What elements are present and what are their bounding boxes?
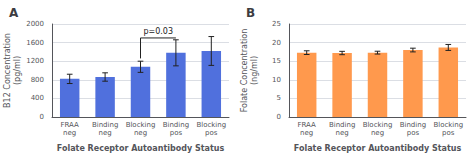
- svg-text:Binding: Binding: [163, 121, 189, 129]
- svg-text:1200: 1200: [26, 57, 44, 65]
- svg-text:pos: pos: [442, 129, 455, 137]
- svg-text:neg: neg: [99, 129, 112, 137]
- svg-text:Folate Receptor Autoantibody S: Folate Receptor Autoantibody Status: [294, 144, 462, 153]
- svg-text:2000: 2000: [26, 20, 44, 28]
- svg-text:neg: neg: [63, 129, 76, 137]
- svg-text:15: 15: [272, 57, 281, 65]
- svg-text:1600: 1600: [26, 39, 44, 47]
- svg-text:Binding: Binding: [329, 121, 355, 129]
- svg-text:Binding: Binding: [400, 121, 426, 129]
- svg-text:B12 Concentration: B12 Concentration: [3, 33, 12, 108]
- svg-text:FRAA: FRAA: [61, 121, 80, 129]
- svg-text:neg: neg: [371, 129, 384, 137]
- svg-text:5: 5: [277, 94, 281, 102]
- svg-text:Blocking: Blocking: [126, 121, 156, 129]
- svg-text:neg: neg: [300, 129, 313, 137]
- svg-text:Folate Concentration: Folate Concentration: [240, 29, 249, 113]
- svg-text:(ng/ml): (ng/ml): [250, 56, 259, 85]
- svg-text:0: 0: [40, 113, 44, 121]
- svg-text:800: 800: [31, 76, 44, 84]
- svg-text:A: A: [9, 6, 19, 20]
- svg-text:pos: pos: [205, 129, 218, 137]
- svg-text:Folate Receptor Autoantibody S: Folate Receptor Autoantibody Status: [57, 144, 225, 153]
- svg-text:0: 0: [277, 113, 281, 121]
- svg-text:neg: neg: [336, 129, 349, 137]
- svg-text:pos: pos: [407, 129, 420, 137]
- svg-text:Blocking: Blocking: [196, 121, 226, 129]
- svg-text:Blocking: Blocking: [363, 121, 393, 129]
- svg-text:10: 10: [272, 76, 281, 84]
- svg-text:B: B: [246, 6, 255, 20]
- svg-text:Binding: Binding: [92, 121, 118, 129]
- svg-text:25: 25: [272, 20, 281, 28]
- svg-text:Blocking: Blocking: [433, 121, 463, 129]
- svg-text:pos: pos: [170, 129, 183, 137]
- svg-text:20: 20: [272, 39, 281, 47]
- svg-text:neg: neg: [134, 129, 147, 137]
- svg-text:p=0.03: p=0.03: [143, 27, 173, 36]
- svg-text:400: 400: [31, 94, 44, 102]
- svg-text:(pg/ml): (pg/ml): [13, 56, 22, 85]
- svg-text:FRAA: FRAA: [298, 121, 317, 129]
